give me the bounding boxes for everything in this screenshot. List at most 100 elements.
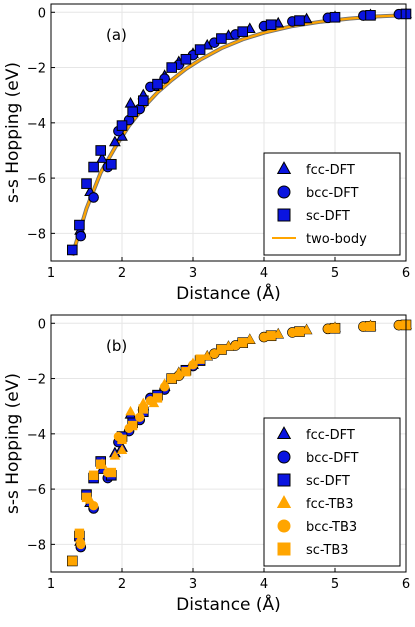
point-sc-TB3 <box>330 323 340 333</box>
point-sc-TB3 <box>195 354 205 364</box>
panel-b-ytick-label: 0 <box>38 317 46 332</box>
legend-label-sc-DFT: sc-DFT <box>306 209 350 224</box>
legend-swatch-fcc-DFT <box>276 426 292 439</box>
point-bcc-TB3 <box>159 382 170 392</box>
panel-a-ytick-label: −4 <box>27 117 46 132</box>
panel-b-xtick-label: 4 <box>260 577 268 592</box>
legend-label-bcc-TB3: bcc-TB3 <box>306 520 357 535</box>
panel-a-ytick-label: −6 <box>27 172 46 187</box>
legend-label-fcc-DFT: fcc-DFT <box>306 428 355 443</box>
legend-swatch-sc-TB3 <box>277 542 291 556</box>
point-sc-DFT <box>88 161 99 173</box>
legend-label-bcc-DFT: bcc-DFT <box>306 451 358 466</box>
legend-label-sc-TB3: sc-TB3 <box>306 543 349 558</box>
point-sc-TB3 <box>74 528 85 539</box>
panel-b-xtick-label: 3 <box>189 577 197 592</box>
panel-b-frame <box>50 314 407 573</box>
legend-swatch-fcc-DFT <box>276 161 292 174</box>
panel-a-ticks: 1 2 3 4 5 6 0 −2 −4 −6 −8 <box>27 6 410 281</box>
point-sc-TB3 <box>152 393 163 403</box>
panel-a-xtick-label: 4 <box>260 266 268 281</box>
point-fcc-TB3 <box>223 340 234 351</box>
legend-swatch-bcc-TB3 <box>277 519 291 533</box>
point-sc-DFT <box>95 145 107 156</box>
point-bcc-TB3 <box>188 360 198 370</box>
point-sc-DFT <box>116 120 128 131</box>
point-sc-DFT <box>127 106 138 118</box>
point-sc-TB3 <box>294 326 305 337</box>
panel-a-xtick-label: 6 <box>402 266 410 281</box>
point-sc-TB3 <box>138 404 149 414</box>
point-fcc-DFT <box>96 152 109 163</box>
point-fcc-TB3 <box>301 324 312 334</box>
point-sc-TB3 <box>127 420 138 431</box>
legend-label-fcc-TB3: fcc-TB3 <box>306 497 354 512</box>
point-bcc-DFT <box>88 192 99 203</box>
point-sc-TB3 <box>117 434 127 445</box>
panel-a-xtick-label: 5 <box>331 266 339 281</box>
panel-b-legend-box <box>263 417 401 567</box>
point-bcc-TB3 <box>135 412 145 422</box>
panel-b: 1 2 3 4 5 6 0 −2 −4 −6 −8 (b) Distance (Å) s-s Hop… <box>3 314 412 615</box>
point-fcc-TB3 <box>125 405 136 416</box>
point-sc-DFT <box>67 244 78 256</box>
point-sc-DFT <box>166 62 177 73</box>
point-fcc-TB3 <box>201 350 213 361</box>
point-sc-TB3 <box>266 331 276 341</box>
point-sc-TB3 <box>96 459 106 469</box>
panel-b-ylabel: s-s Hopping (eV) <box>3 373 23 514</box>
point-sc-TB3 <box>88 470 99 480</box>
panel-b-xtick-label: 2 <box>118 577 126 592</box>
panel-a-xtick-label: 2 <box>118 266 126 281</box>
panel-a-ytick-label: 0 <box>38 6 46 21</box>
point-fcc-TB3 <box>109 450 121 460</box>
point-sc-DFT <box>180 53 192 65</box>
legend-label-two-body: two-body <box>306 232 367 247</box>
panel-a-ylabel: s-s Hopping (eV) <box>3 62 23 203</box>
point-sc-TB3 <box>181 366 191 377</box>
point-sc-DFT <box>329 11 341 23</box>
legend-label-sc-DFT: sc-DFT <box>306 474 350 489</box>
point-sc-DFT <box>237 26 248 37</box>
point-sc-DFT <box>138 95 149 107</box>
legend-swatch-sc-DFT <box>277 208 291 222</box>
point-sc-TB3 <box>81 492 92 503</box>
panel-a-xtick-label: 1 <box>47 266 55 281</box>
point-sc-DFT <box>194 44 206 55</box>
panel-a: 1 2 3 4 5 6 0 −2 −4 −6 −8 (a) Distance (Å) s-s Hop… <box>3 3 412 304</box>
panel-a-ytick-label: −8 <box>27 227 46 242</box>
panel-b-xtick-label: 6 <box>402 577 410 592</box>
point-sc-DFT <box>365 10 376 21</box>
point-fcc-TB3 <box>272 328 284 338</box>
panel-a-tag: (a) <box>106 26 127 44</box>
point-sc-TB3 <box>216 344 227 355</box>
panel-a-ytick-label: −2 <box>27 62 46 77</box>
panel-b-ytick-label: −6 <box>27 483 46 498</box>
point-sc-TB3 <box>167 373 177 384</box>
panel-a-frame <box>50 3 407 262</box>
point-sc-TB3 <box>238 337 248 348</box>
point-bcc-TB3 <box>88 500 99 511</box>
legend-label-bcc-DFT: bcc-DFT <box>306 186 358 201</box>
panel-b-legend: fcc-DFT bcc-DFT sc-DFT fcc-TB3 bcc-TB3 sc-TB3 <box>263 417 401 567</box>
panel-b-ytick-label: −4 <box>27 428 46 443</box>
panel-b-ytick-label: −8 <box>27 538 46 553</box>
point-sc-DFT <box>74 219 85 231</box>
point-fcc-DFT <box>109 135 121 147</box>
point-bcc-DFT <box>75 230 87 242</box>
point-sc-TB3 <box>365 321 376 332</box>
panel-b-tag: (b) <box>106 337 127 355</box>
panel-b-ticks: 1 2 3 4 5 6 0 −2 −4 −6 −8 <box>27 317 410 592</box>
legend-swatch-fcc-TB3 <box>276 495 292 508</box>
point-sc-DFT <box>81 178 92 189</box>
point-sc-DFT <box>152 78 163 90</box>
legend-swatch-bcc-DFT <box>277 185 291 199</box>
panel-b-ytick-label: −2 <box>27 373 46 388</box>
point-fcc-TB3 <box>244 334 256 344</box>
point-sc-TB3 <box>106 467 117 478</box>
panel-a-legend: fcc-DFT bcc-DFT sc-DFT two-body <box>263 152 401 256</box>
point-sc-DFT <box>216 33 227 44</box>
point-bcc-TB3 <box>76 539 86 550</box>
point-sc-DFT <box>106 158 117 170</box>
